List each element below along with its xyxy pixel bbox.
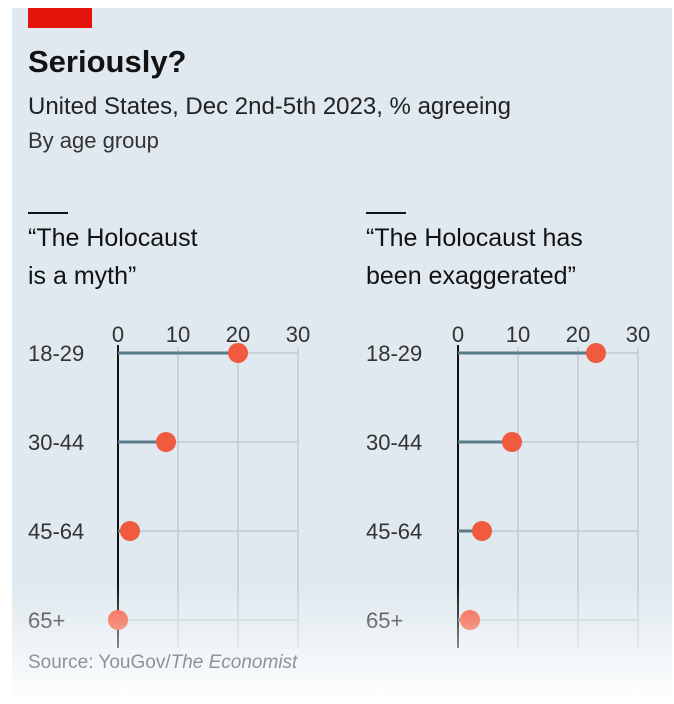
panel-1-category-label-4: 65+ [28,608,65,633]
panel-2-category-label-3: 45-64 [366,519,422,544]
panel-1-tick-label-10: 10 [166,322,190,347]
panel-1-dot-4 [108,610,128,630]
panel-2-tick-label-0: 0 [452,322,464,347]
panel-1-category-label-3: 45-64 [28,519,84,544]
chart-subtitle: United States, Dec 2nd-5th 2023, % agree… [28,93,511,120]
chart-subtitle-grouping: By age group [28,128,159,153]
panel-1-tick-label-20: 20 [226,322,250,347]
panel-2-dot-3 [472,521,492,541]
panel-1-dot-1 [228,343,248,363]
economist-red-tag [28,8,92,28]
panel-1-tick-label-0: 0 [112,322,124,347]
panel-1-category-label-1: 18-29 [28,341,84,366]
source-publication: The Economist [170,652,298,673]
panel-2-dot-1 [586,343,606,363]
panel-1-title-line-2: is a myth” [28,262,136,290]
panel-2-tick-label-20: 20 [566,322,590,347]
chart-card: Seriously? United States, Dec 2nd-5th 20… [12,8,672,696]
panel-2-tick-label-30: 30 [626,322,650,347]
panel-2-tick-label-10: 10 [506,322,530,347]
panel-1-title-line-1: “The Holocaust [28,224,198,252]
panel-1-dot-3 [120,521,140,541]
panel-2-dot-4 [460,610,480,630]
panel-2-category-label-1: 18-29 [366,341,422,366]
source-note: Source: YouGov/The Economist [28,652,297,674]
panel-2-title-line-1: “The Holocaust has [366,224,583,252]
panel-1-tick-label-30: 30 [286,322,310,347]
chart-title: Seriously? [28,44,187,79]
panel-1-category-label-2: 30-44 [28,430,84,455]
panel-2-category-label-2: 30-44 [366,430,422,455]
panel-2-title-line-2: been exaggerated” [366,262,576,290]
panel-2-dot-2 [502,432,522,452]
panel-1-dot-2 [156,432,176,452]
dot-plot-panels: “The Holocaust is a myth” 0 10 20 30 18-29 30-4… [28,212,650,648]
source-prefix: Source: YouGov/ [28,652,171,673]
panel-2-category-label-4: 65+ [366,608,403,633]
